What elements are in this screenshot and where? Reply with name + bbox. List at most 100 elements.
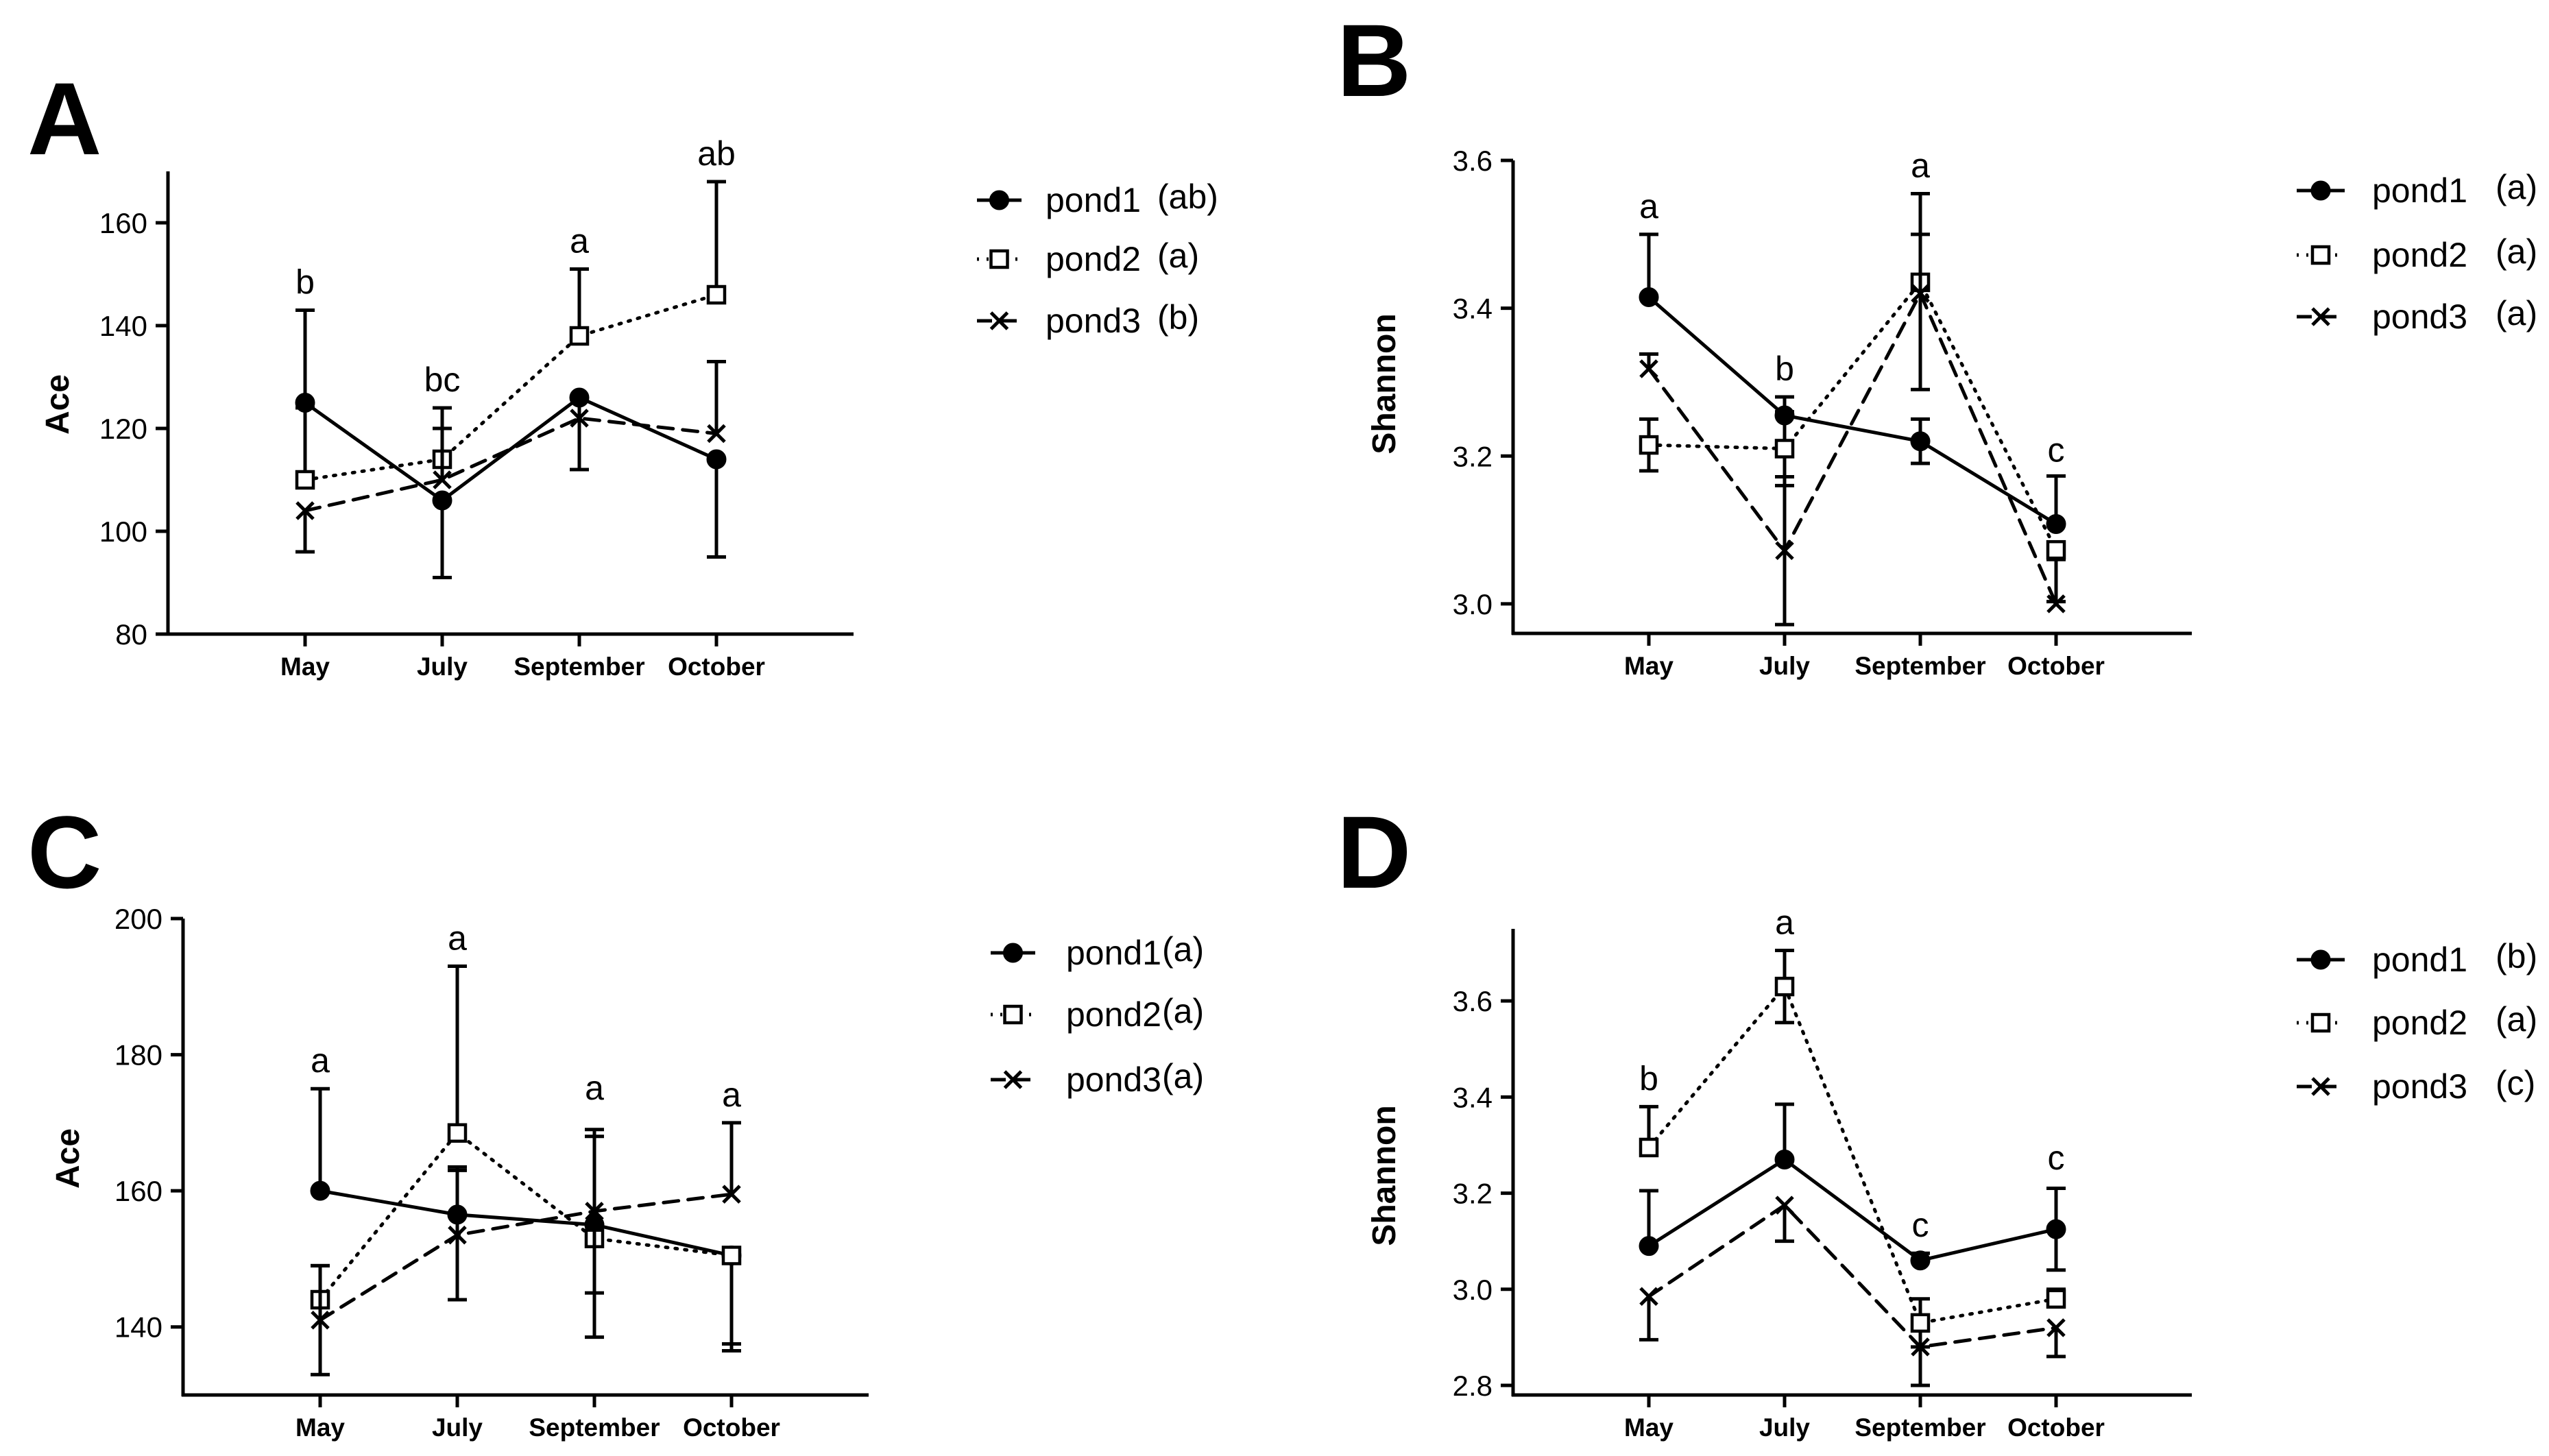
point-pond3 <box>448 1225 467 1245</box>
series-pond3 <box>1639 232 2066 627</box>
x-tick-label: October <box>2007 652 2105 680</box>
legend-marker-pond1 <box>1003 943 1023 963</box>
series-pond1 <box>295 308 727 579</box>
point-pond3-stroke <box>707 424 726 444</box>
point-pond1 <box>2046 513 2066 534</box>
legend-item-pond3: pond3 (a) <box>991 1057 1204 1099</box>
point-pond2 <box>569 326 590 346</box>
y-tick-label: 140 <box>114 1311 162 1344</box>
significance-label: c <box>1912 1206 1929 1244</box>
legend-marker-pond3 <box>989 311 1009 330</box>
series-line-pond2 <box>318 1130 734 1302</box>
point-pond3 <box>1639 1287 1658 1307</box>
point-pond3 <box>295 501 315 520</box>
legend-marker-pond3-stroke <box>1003 1070 1023 1089</box>
legend-marker-pond3 <box>1003 1070 1023 1089</box>
point-pond2 <box>721 1246 742 1265</box>
series-pond1 <box>1639 232 2066 534</box>
y-tick-label: 3.6 <box>1453 985 1493 1017</box>
point-pond3 <box>1775 1196 1794 1215</box>
panel-b: B Shannon 3.0 3.2 3.4 3.6 May July September Octo… <box>1337 3 2537 680</box>
series-line-pond3 <box>318 1192 734 1322</box>
significance-label: bc <box>424 361 461 399</box>
legend-marker-pond1 <box>989 190 1009 210</box>
legend-label: pond1 <box>1066 934 1161 972</box>
point-pond1 <box>1639 1236 1659 1257</box>
y-tick-label: 120 <box>99 413 147 445</box>
panel-letter: D <box>1337 794 1411 910</box>
point-pond3-stroke <box>1639 1287 1658 1307</box>
x-tick-label: September <box>514 653 644 681</box>
y-tick-label: 160 <box>114 1175 162 1207</box>
series-pond3 <box>311 1121 741 1376</box>
legend-marker-pond2 <box>1003 1004 1023 1025</box>
x-tick-label: July <box>432 1413 483 1442</box>
legend-item-pond3: pond3 (a) <box>2297 294 2537 336</box>
legend-item-pond1: pond1 (b) <box>2297 937 2537 979</box>
legend-label: pond2 <box>2372 236 2467 274</box>
legend-significance: (a) <box>2496 1000 2537 1039</box>
y-tick-label: 3.6 <box>1453 145 1493 177</box>
point-pond2 <box>2046 539 2066 560</box>
point-pond1 <box>2046 1219 2066 1239</box>
significance-label: a <box>311 1041 330 1080</box>
y-tick-label: 160 <box>99 207 147 239</box>
point-pond1 <box>1774 1149 1795 1169</box>
significance-label: a <box>585 1069 604 1107</box>
legend-item-pond2: pond2 (a) <box>991 992 1204 1034</box>
legend-label: pond3 <box>2372 298 2467 336</box>
x-tick-label: October <box>668 653 765 681</box>
legend-marker-pond2 <box>2310 1012 2331 1033</box>
significance-label: c <box>2048 431 2065 470</box>
legend-significance: (ab) <box>1157 178 1218 216</box>
point-pond1 <box>432 490 452 511</box>
legend-significance: (a) <box>2496 294 2537 332</box>
legend-marker-pond3 <box>2311 307 2330 326</box>
point-pond3 <box>722 1185 741 1204</box>
significance-label: a <box>1639 187 1658 226</box>
point-pond3-stroke <box>295 501 315 520</box>
legend-significance: (c) <box>2496 1064 2535 1102</box>
y-tick-label: 3.4 <box>1453 293 1493 325</box>
point-pond3-stroke <box>2046 1318 2066 1337</box>
point-pond1 <box>1639 287 1659 307</box>
x-tick-label: May <box>280 653 330 681</box>
significance-label: b <box>1775 350 1794 388</box>
y-axis-title: Shannon <box>1366 313 1403 454</box>
point-pond3 <box>1911 284 1930 303</box>
point-pond2 <box>447 1123 468 1143</box>
point-pond3-stroke <box>585 1202 604 1221</box>
legend-significance: (a) <box>1162 1057 1204 1095</box>
legend-significance: (a) <box>2496 168 2537 206</box>
legend-significance: (a) <box>1162 992 1204 1030</box>
point-pond3 <box>1775 541 1794 561</box>
panel-c: C Ace 140 160 180 200 May July September October p… <box>27 794 1204 1442</box>
point-pond3-stroke <box>570 409 589 428</box>
point-pond3-stroke <box>1639 359 1658 378</box>
point-pond3-stroke <box>448 1225 467 1245</box>
point-pond3 <box>311 1311 330 1330</box>
point-pond2 <box>295 470 315 490</box>
legend-significance: (a) <box>1157 236 1199 275</box>
point-pond2 <box>1774 439 1795 459</box>
panel-d: D Shannon 2.8 3.0 3.2 3.4 3.6 May July September O… <box>1337 794 2537 1442</box>
legend-label: pond3 <box>1066 1060 1161 1099</box>
point-pond3 <box>1639 359 1658 378</box>
legend-label: pond2 <box>2372 1004 2467 1042</box>
y-tick-label: 80 <box>115 618 147 651</box>
series-line-pond2 <box>303 293 718 482</box>
series-pond2 <box>310 964 742 1352</box>
x-tick-label: July <box>1759 1413 1810 1442</box>
point-pond2 <box>2046 1289 2066 1309</box>
legend-label: pond2 <box>1066 995 1161 1034</box>
series-line-pond1 <box>1647 295 2058 526</box>
point-pond3-stroke <box>1911 1337 1930 1357</box>
y-axis-title: Shannon <box>1366 1105 1403 1246</box>
series-pond1 <box>310 1087 742 1346</box>
significance-label: b <box>295 263 315 302</box>
panel-a: A Ace 80 100 120 140 160 May July September Octobe… <box>27 61 1218 681</box>
series-line-pond1 <box>303 396 718 503</box>
point-pond2 <box>706 284 727 305</box>
legend-item-pond1: pond1 (a) <box>991 930 1204 972</box>
